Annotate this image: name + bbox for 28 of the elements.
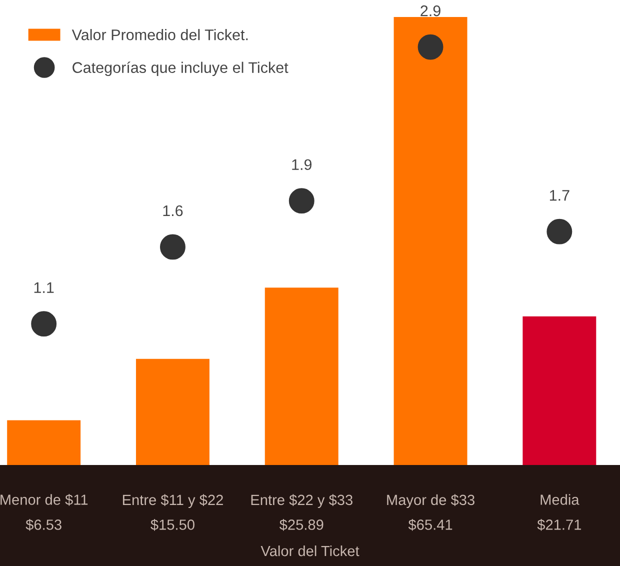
- x-tick-label: Entre $22 y $33: [251, 494, 352, 508]
- data-label: $21.71: [537, 518, 582, 531]
- bar: [264, 288, 338, 465]
- data-label: 1.1: [34, 282, 54, 293]
- data-label: $15.50: [150, 518, 194, 531]
- legend-label: Valor Promedio del Ticket.: [72, 29, 248, 40]
- legend-label: Categorías que incluye el Ticket: [72, 62, 288, 76]
- data-label: 1.9: [292, 159, 312, 170]
- bar: [394, 17, 468, 465]
- x-tick-label: Mayor de $33: [387, 494, 474, 508]
- point: [160, 234, 186, 260]
- point: [31, 311, 57, 337]
- data-label: 1.7: [550, 190, 570, 201]
- bar: [7, 420, 81, 465]
- x-tick-label: Menor de $11: [0, 494, 88, 506]
- data-label: 1.6: [163, 205, 183, 216]
- x-axis-title: Valor del Ticket: [260, 545, 360, 556]
- bar: [136, 358, 210, 465]
- point: [288, 188, 314, 214]
- data-label: 2.9: [420, 5, 440, 16]
- data-label: $6.53: [26, 518, 62, 531]
- x-tick-label: Media: [540, 494, 580, 505]
- x-tick-label: Entre $11 y $22: [122, 494, 223, 508]
- point: [546, 218, 572, 244]
- bar: [522, 316, 596, 465]
- data-label: $65.41: [408, 518, 452, 531]
- data-label: $25.89: [279, 518, 324, 531]
- point: [418, 34, 444, 60]
